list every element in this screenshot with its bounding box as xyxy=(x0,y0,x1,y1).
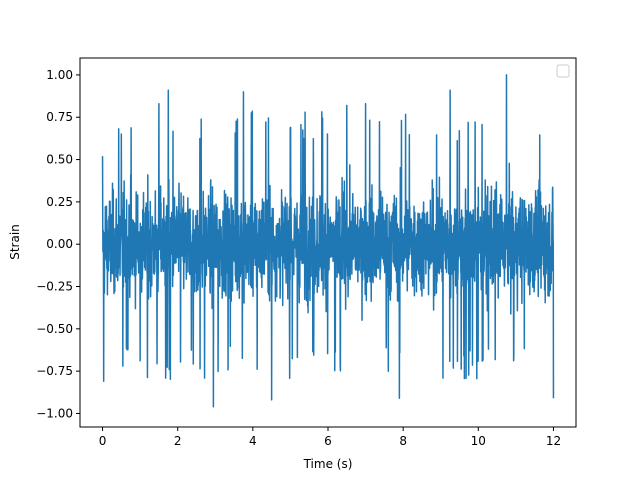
strain-series-line xyxy=(101,74,555,408)
x-tick-label: 10 xyxy=(471,434,486,448)
x-tick-label: 8 xyxy=(399,434,407,448)
x-tick-label: 0 xyxy=(99,434,107,448)
x-tick-label: 12 xyxy=(546,434,561,448)
y-tick-label: 1.00 xyxy=(46,68,73,82)
y-tick-label: 0.00 xyxy=(46,237,73,251)
legend-box xyxy=(556,64,570,78)
x-tick-label: 6 xyxy=(324,434,332,448)
y-tick-label: −0.50 xyxy=(36,322,73,336)
y-tick-label: −0.25 xyxy=(36,280,73,294)
y-tick-label: 0.25 xyxy=(46,195,73,209)
y-tick-label: −1.00 xyxy=(36,406,73,420)
y-tick-label: −0.75 xyxy=(36,364,73,378)
x-axis-label: Time (s) xyxy=(303,457,353,471)
y-axis-label: Strain xyxy=(8,224,22,260)
y-tick-label: 0.50 xyxy=(46,153,73,167)
y-tick-label: 0.75 xyxy=(46,110,73,124)
x-tick-label: 4 xyxy=(249,434,257,448)
x-tick-label: 2 xyxy=(174,434,182,448)
